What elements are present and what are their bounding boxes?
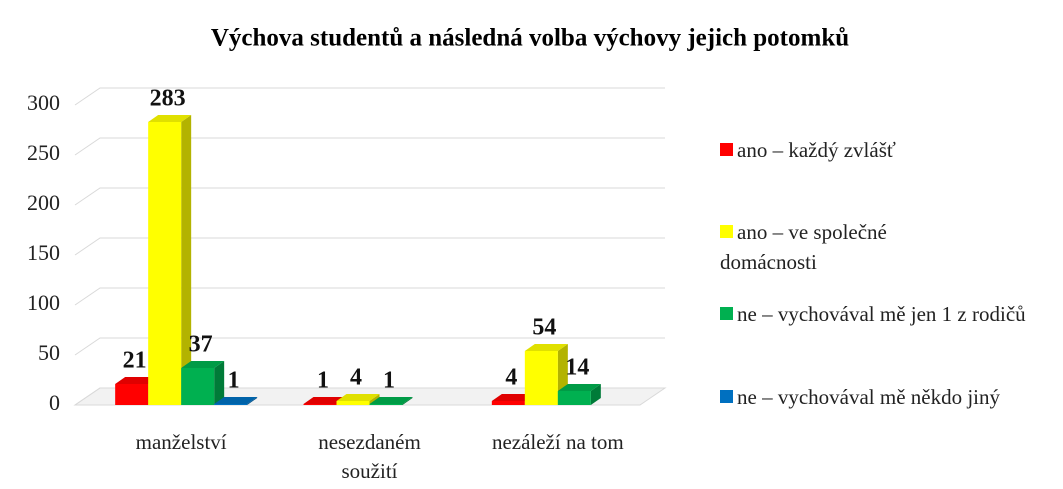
bar-top: [524, 344, 568, 351]
bar: [181, 361, 225, 405]
legend-item: ano – ve společné domácnosti: [720, 217, 970, 277]
bar-top: [557, 384, 601, 391]
value-label: 14: [565, 355, 589, 381]
bar-front: [491, 401, 525, 405]
bar-side: [181, 115, 192, 405]
legend-swatch: [720, 225, 733, 238]
bar-front: [148, 122, 182, 405]
value-label: 1: [383, 368, 395, 394]
bar-top: [369, 397, 413, 404]
bar-front: [369, 404, 403, 405]
bar-front: [181, 368, 215, 405]
legend-swatch: [720, 390, 733, 403]
grid-line: [74, 237, 665, 256]
value-label: 283: [150, 86, 186, 112]
y-tick-label: 250: [27, 140, 60, 165]
bar-front: [303, 404, 337, 405]
legend-item: ano – každý zvlášť: [720, 135, 1060, 165]
y-tick-label: 150: [27, 240, 60, 265]
legend-swatch: [720, 307, 733, 320]
legend-label: ano – ve společné domácnosti: [720, 220, 887, 274]
bar-top: [148, 115, 192, 122]
x-tick-label: nesezdaném soužití: [318, 430, 421, 483]
bar: [214, 397, 258, 405]
chart-title: Výchova studentů a následná volba výchov…: [211, 25, 849, 52]
legend-label: ne – vychovával mě jen 1 z rodičů: [737, 302, 1026, 326]
bar-top: [181, 361, 225, 368]
bar: [557, 384, 601, 405]
x-tick-label: manželství: [135, 430, 227, 454]
bar-top: [115, 377, 159, 384]
grid-line: [74, 187, 665, 206]
y-tick-label: 200: [27, 190, 60, 215]
grid-line: [74, 287, 665, 306]
y-tick-label: 100: [27, 290, 60, 315]
grid-line: [74, 387, 665, 406]
bar-side: [247, 397, 258, 405]
bar-top: [491, 394, 535, 401]
legend-swatch: [720, 143, 733, 156]
grid-line: [74, 87, 665, 106]
value-label: 1: [317, 368, 329, 394]
bar-front: [115, 384, 149, 405]
bar-top: [214, 397, 258, 404]
legend-item: ne – vychovával mě někdo jiný: [720, 382, 1061, 412]
bar-top: [303, 397, 347, 404]
legend-item: ne – vychovával mě jen 1 z rodičů: [720, 299, 1061, 329]
y-tick-label: 0: [49, 390, 60, 415]
bar-front: [336, 401, 370, 405]
value-label: 4: [350, 365, 362, 391]
bar-side: [214, 361, 225, 405]
grid-line: [74, 337, 665, 356]
value-label: 54: [532, 315, 556, 341]
legend-label: ano – každý zvlášť: [737, 138, 896, 162]
bar: [369, 397, 413, 405]
bar-top: [336, 394, 380, 401]
grid-line: [74, 137, 665, 156]
value-label: 21: [123, 348, 147, 374]
bar-front: [557, 391, 591, 405]
legend-label: ne – vychovával mě někdo jiný: [737, 385, 1001, 409]
bar-side: [402, 397, 413, 405]
bar: [148, 115, 192, 405]
bar-front: [524, 351, 558, 405]
value-label: 4: [505, 365, 517, 391]
x-tick-label: nezáleží na tom: [491, 430, 624, 454]
y-tick-label: 50: [38, 340, 60, 365]
value-label: 1: [228, 368, 240, 394]
bar-front: [214, 404, 248, 405]
y-tick-label: 300: [27, 90, 60, 115]
value-label: 37: [189, 332, 213, 358]
